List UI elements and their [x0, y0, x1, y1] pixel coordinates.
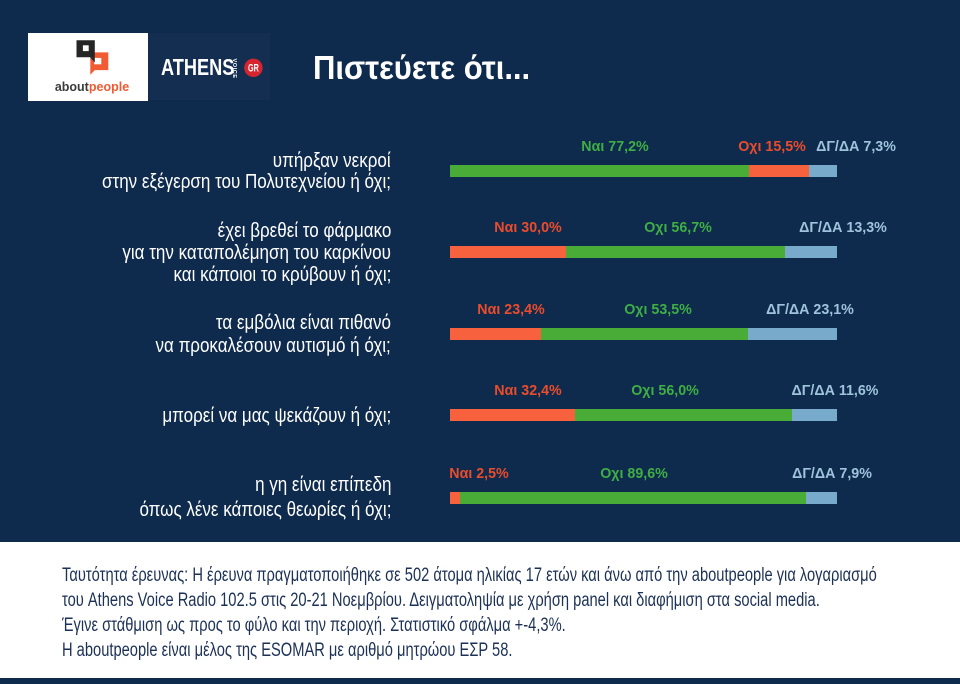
svg-text:VOICE: VOICE: [231, 59, 237, 79]
svg-text:GR: GR: [248, 63, 259, 75]
